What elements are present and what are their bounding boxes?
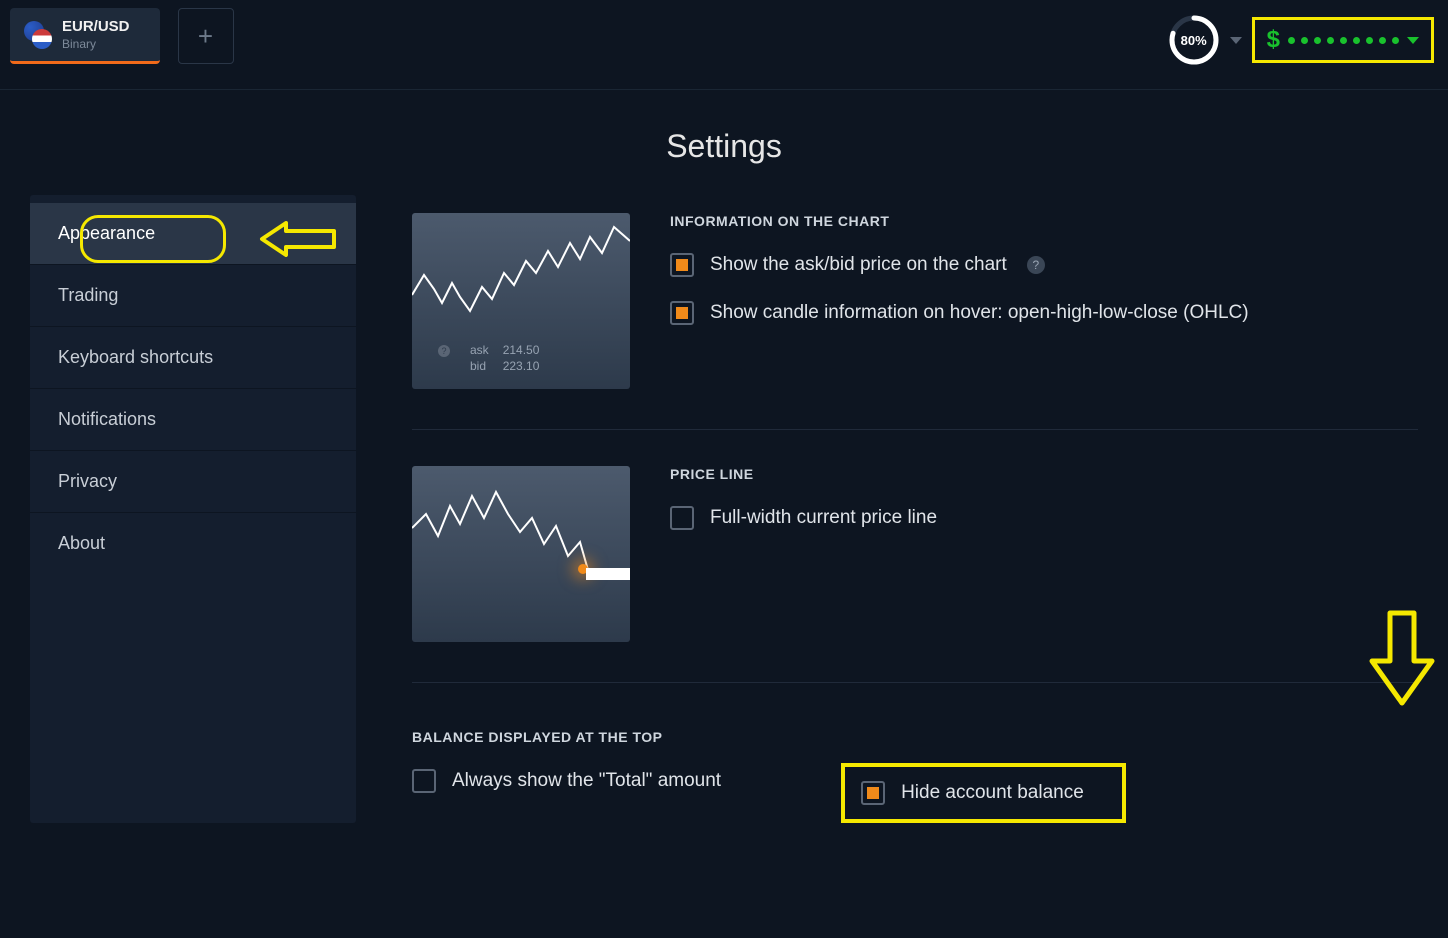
asset-pair-label: EUR/USD [62,18,130,35]
section-balance-display: BALANCE DISPLAYED AT THE TOP Always show… [412,719,1418,823]
section-info-on-chart: ? ask 214.50 bid 223.10 INFORMATION ON T… [412,213,1418,430]
checkbox[interactable] [412,769,436,793]
bid-label: bid [464,359,495,373]
help-icon[interactable]: ? [1027,256,1045,274]
section-heading: PRICE LINE [670,466,1418,482]
settings-sidebar: Appearance Trading Keyboard shortcuts No… [30,195,356,823]
asset-tab[interactable]: EUR/USD Binary [10,8,160,64]
help-icon: ? [438,345,450,357]
annotation-highlight-box: Hide account balance [841,763,1126,823]
option-label: Hide account balance [901,782,1084,804]
balance-display[interactable]: $ [1252,17,1434,63]
annotation-arrow-down-icon [1366,609,1438,709]
sidebar-item-label: About [58,533,105,553]
section-heading: BALANCE DISPLAYED AT THE TOP [412,729,1418,745]
dollar-icon: $ [1267,26,1280,54]
chevron-down-icon [1407,37,1419,44]
price-flag-icon [586,568,630,580]
bid-value: 223.10 [497,359,546,373]
option-label: Always show the "Total" amount [452,770,721,792]
option-label: Full-width current price line [710,507,937,529]
section-price-line: PRICE LINE Full-width current price line [412,466,1418,683]
sidebar-item-label: Appearance [58,223,155,243]
option-show-ohlc: Show candle information on hover: open-h… [670,301,1418,325]
checkbox[interactable] [861,781,885,805]
page-title: Settings [0,128,1448,165]
asset-type-label: Binary [62,37,130,51]
preview-price-line [412,466,630,642]
preview-chart-info: ? ask 214.50 bid 223.10 [412,213,630,389]
sidebar-item-appearance[interactable]: Appearance [30,203,356,265]
sidebar-item-label: Privacy [58,471,117,491]
sidebar-item-privacy[interactable]: Privacy [30,451,356,513]
ask-label: ask [464,343,495,357]
sidebar-item-label: Notifications [58,409,156,429]
top-bar: EUR/USD Binary + 80% $ [0,0,1448,90]
sidebar-item-keyboard-shortcuts[interactable]: Keyboard shortcuts [30,327,356,389]
option-show-ask-bid: Show the ask/bid price on the chart ? [670,253,1418,277]
sidebar-item-about[interactable]: About [30,513,356,574]
option-hide-balance: Hide account balance [861,781,1084,805]
ask-value: 214.50 [497,343,546,357]
payout-percent-label: 80% [1168,14,1220,66]
option-full-width-price-line: Full-width current price line [670,506,1418,530]
checkbox[interactable] [670,253,694,277]
checkbox[interactable] [670,301,694,325]
hidden-balance-dots [1288,37,1399,44]
plus-icon: + [198,21,213,52]
chevron-down-icon[interactable] [1230,37,1242,44]
currency-pair-icon [24,21,52,49]
option-label: Show the ask/bid price on the chart [710,254,1007,276]
sidebar-item-label: Keyboard shortcuts [58,347,213,367]
add-asset-button[interactable]: + [178,8,234,64]
sidebar-item-label: Trading [58,285,118,305]
section-heading: INFORMATION ON THE CHART [670,213,1418,229]
annotation-arrow-left-icon [256,221,336,257]
option-label: Show candle information on hover: open-h… [710,302,1249,324]
settings-main: ? ask 214.50 bid 223.10 INFORMATION ON T… [412,195,1418,823]
sidebar-item-trading[interactable]: Trading [30,265,356,327]
payout-progress-ring[interactable]: 80% [1168,14,1220,66]
sidebar-item-notifications[interactable]: Notifications [30,389,356,451]
option-show-total: Always show the "Total" amount [412,763,721,799]
checkbox[interactable] [670,506,694,530]
